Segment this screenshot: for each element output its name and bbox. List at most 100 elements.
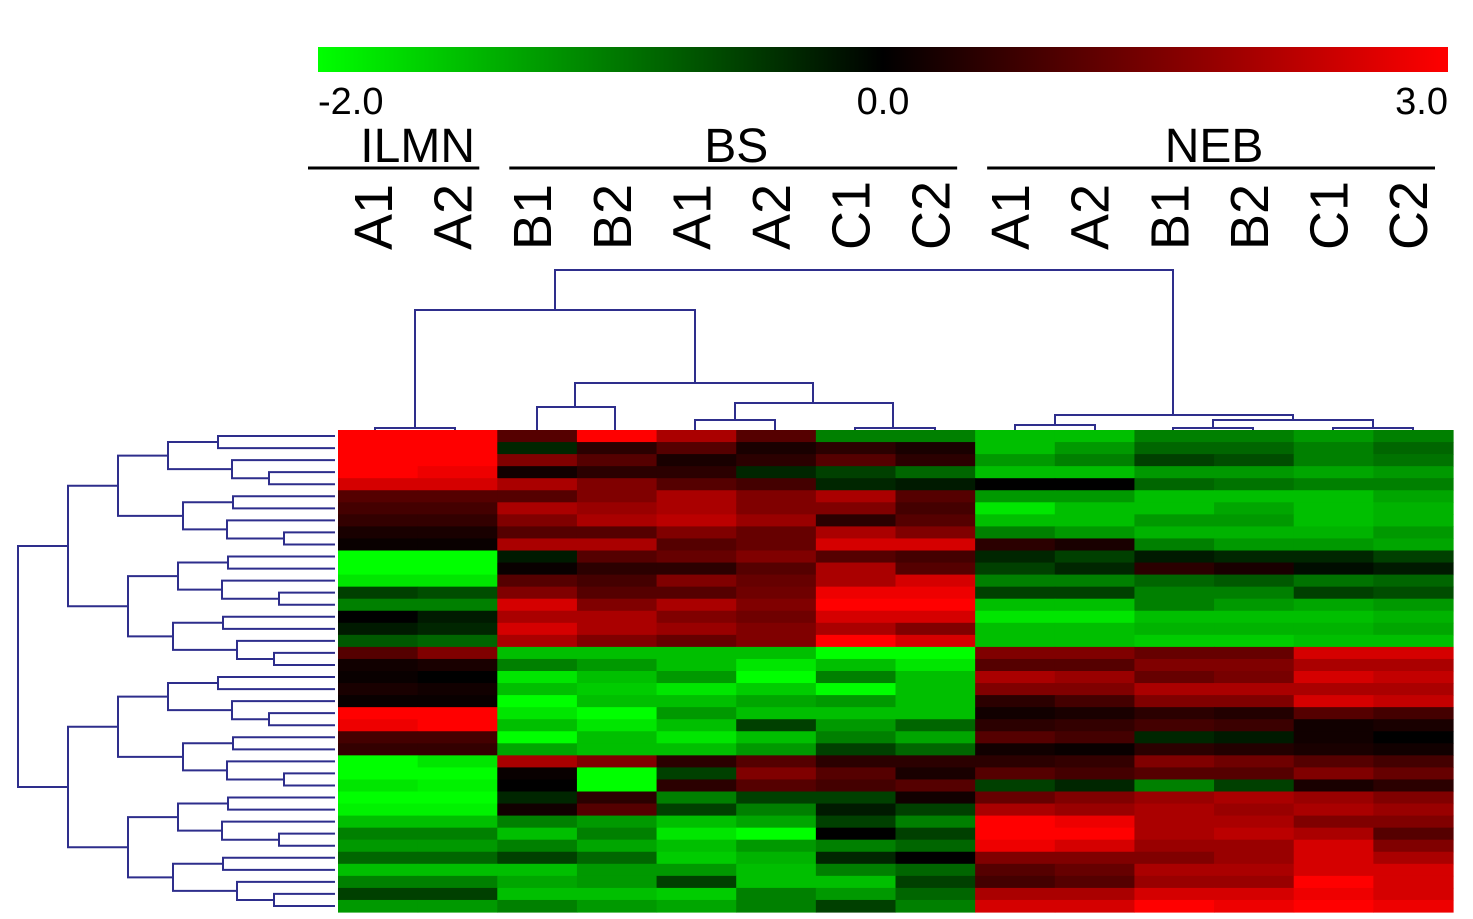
heatmap-cell xyxy=(975,803,1056,817)
heatmap-cell xyxy=(815,863,897,877)
dendrogram-branch xyxy=(17,544,68,788)
heatmap-cell xyxy=(417,755,498,768)
heatmap-cell xyxy=(338,851,419,865)
heatmap-cell xyxy=(576,863,658,877)
heatmap-cell xyxy=(1054,779,1136,793)
heatmap-cell xyxy=(1293,586,1374,600)
heatmap-cell xyxy=(656,514,737,527)
heatmap-cell xyxy=(497,899,578,913)
heatmap-cell xyxy=(1293,646,1374,660)
heatmap-cell xyxy=(497,574,578,588)
group-label: BS xyxy=(704,120,768,173)
dendrogram-branch xyxy=(273,651,335,666)
heatmap-cell xyxy=(1054,899,1136,913)
heatmap-cell xyxy=(736,490,817,503)
heatmap-cell xyxy=(1054,695,1136,708)
heatmap-cell xyxy=(736,562,817,576)
heatmap-cell xyxy=(1373,478,1454,491)
heatmap-cell xyxy=(815,634,897,648)
heatmap-cell xyxy=(1293,755,1374,768)
heatmap-cell xyxy=(736,430,817,443)
group-label: ILMN xyxy=(360,120,475,173)
heatmap-cell xyxy=(895,839,976,853)
heatmap-cell xyxy=(576,695,658,708)
heatmap-cell xyxy=(417,719,498,732)
heatmap-cell xyxy=(1134,899,1215,913)
heatmap-cell xyxy=(895,755,976,768)
heatmap-cell xyxy=(576,538,658,552)
heatmap-cell xyxy=(736,586,817,600)
heatmap-cell xyxy=(656,610,737,624)
dendrogram-branch xyxy=(177,561,228,591)
heatmap-cell xyxy=(417,442,498,455)
heatmap-cell xyxy=(815,562,897,576)
heatmap-cell xyxy=(497,622,578,636)
dendrogram-branch xyxy=(172,621,237,651)
heatmap-cell xyxy=(497,707,578,720)
heatmap-cell xyxy=(656,574,737,588)
heatmap-cell xyxy=(895,815,976,829)
heatmap-cell xyxy=(815,646,897,660)
colorbar-tick-label: 3.0 xyxy=(1395,81,1448,123)
heatmap-cell xyxy=(815,622,897,636)
heatmap-cell xyxy=(1134,707,1215,720)
heatmap-cell xyxy=(1054,839,1136,853)
heatmap-cell xyxy=(497,598,578,612)
heatmap-cell xyxy=(576,803,658,817)
dendrogram-branch xyxy=(236,639,335,660)
heatmap-cell xyxy=(576,719,658,732)
heatmap-cell xyxy=(576,634,658,648)
heatmap-cell xyxy=(497,863,578,877)
heatmap-cell xyxy=(1293,526,1374,540)
heatmap-cell xyxy=(1373,851,1454,865)
heatmap-cell xyxy=(975,719,1056,732)
heatmap-cell xyxy=(656,863,737,877)
heatmap-cell xyxy=(656,731,737,744)
heatmap-cell xyxy=(815,719,897,732)
heatmap-cell xyxy=(736,478,817,491)
heatmap-cell xyxy=(736,514,817,527)
heatmap-cell xyxy=(417,658,498,672)
heatmap-cell xyxy=(895,514,976,527)
heatmap-cell xyxy=(656,839,737,853)
heatmap-cell xyxy=(736,683,817,696)
heatmap-cell xyxy=(1293,827,1374,841)
heatmap-cell xyxy=(1293,550,1374,564)
heatmap-cell xyxy=(736,634,817,648)
heatmap-cell xyxy=(1293,562,1374,576)
heatmap-cell xyxy=(497,875,578,889)
heatmap-cell xyxy=(417,815,498,829)
heatmap-cell xyxy=(895,562,976,576)
heatmap-cell xyxy=(815,526,897,540)
dendrogram-branch xyxy=(226,760,335,781)
row-dendrogram xyxy=(17,435,335,907)
heatmap-cell xyxy=(1214,875,1295,889)
heatmap-cell xyxy=(497,466,578,479)
heatmap-cell xyxy=(1214,610,1295,624)
heatmap-cell xyxy=(975,598,1056,612)
heatmap-cell xyxy=(338,442,419,455)
heatmap-cell xyxy=(497,743,578,756)
heatmap-cell xyxy=(1373,887,1454,901)
heatmap-cell xyxy=(1214,658,1295,672)
heatmap-cell xyxy=(417,671,498,684)
heatmap-cell xyxy=(417,610,498,624)
heatmap-cell xyxy=(895,550,976,564)
heatmap-cell xyxy=(417,743,498,756)
heatmap-cell xyxy=(497,755,578,768)
heatmap-cell xyxy=(1054,863,1136,877)
heatmap-cell xyxy=(417,598,498,612)
heatmap-cell xyxy=(1054,622,1136,636)
heatmap-cell xyxy=(1134,827,1215,841)
heatmap-cell xyxy=(1054,478,1136,491)
heatmap-cell xyxy=(656,779,737,793)
heatmap-cell xyxy=(1134,478,1215,491)
heatmap-cell xyxy=(1134,791,1215,805)
group-label: NEB xyxy=(1165,120,1264,173)
heatmap-cell xyxy=(895,779,976,793)
heatmap-cell xyxy=(815,658,897,672)
heatmap-cell xyxy=(576,671,658,684)
heatmap-cell xyxy=(338,875,419,889)
heatmap-cell xyxy=(497,538,578,552)
